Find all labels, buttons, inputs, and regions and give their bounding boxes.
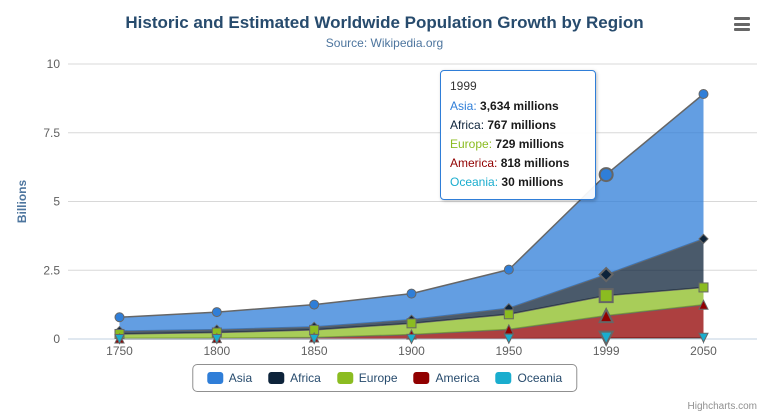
y-axis-label: 2.5 (43, 263, 60, 277)
point-america-1999[interactable] (598, 306, 615, 324)
x-axis-label: 1900 (398, 344, 425, 358)
x-axis-label: 1850 (301, 344, 328, 358)
legend-swatch-asia (206, 372, 223, 384)
legend-item-europe[interactable]: Europe (336, 371, 398, 385)
point-europe-2050[interactable] (698, 282, 709, 293)
point-europe-1950[interactable] (503, 309, 514, 320)
area-africa[interactable] (119, 238, 704, 334)
legend-swatch-africa (268, 372, 285, 384)
point-africa-1999[interactable] (598, 266, 615, 283)
point-america-2050[interactable] (698, 299, 709, 310)
x-axis-label: 1999 (593, 344, 620, 358)
credits-link[interactable]: Highcharts.com (687, 401, 757, 412)
legend-label: Oceania (517, 371, 563, 385)
point-asia-1999[interactable] (598, 167, 614, 183)
x-axis-label: 1800 (203, 344, 230, 358)
hamburger-icon (734, 28, 750, 31)
legend-label: Africa (290, 371, 321, 385)
y-axis-label: 10 (47, 57, 61, 71)
point-oceania-1750[interactable] (114, 333, 125, 345)
point-asia-1850[interactable] (309, 299, 320, 310)
hamburger-icon (734, 17, 750, 20)
point-oceania-2050[interactable] (698, 332, 709, 344)
point-europe-1900[interactable] (406, 318, 417, 329)
export-menu-button[interactable] (731, 15, 753, 33)
y-axis-label: 5 (53, 195, 60, 209)
point-asia-2050[interactable] (698, 89, 709, 100)
point-oceania-1999[interactable] (598, 330, 615, 347)
point-europe-1999[interactable] (598, 288, 614, 304)
point-oceania-1850[interactable] (308, 333, 320, 345)
legend-swatch-europe (336, 372, 353, 384)
legend-label: America (435, 371, 480, 385)
point-oceania-1950[interactable] (503, 333, 515, 345)
chart-subtitle: Source: Wikipedia.org (325, 36, 444, 50)
legend-item-america[interactable]: America (413, 371, 480, 385)
point-asia-1750[interactable] (114, 312, 125, 323)
legend: Asia Africa Europe America Oceania (191, 364, 578, 392)
point-asia-1950[interactable] (503, 264, 514, 275)
point-asia-1800[interactable] (211, 307, 222, 318)
x-axis-label: 2050 (690, 344, 717, 358)
legend-item-oceania[interactable]: Oceania (495, 371, 563, 385)
x-axis-label: 1950 (495, 344, 522, 358)
area-america[interactable] (119, 304, 704, 339)
x-axis-label: 1750 (106, 344, 133, 358)
point-oceania-1900[interactable] (406, 333, 417, 345)
legend-label: Europe (358, 371, 398, 385)
area-asia[interactable] (119, 94, 704, 332)
y-axis-label: 0 (53, 332, 60, 346)
hamburger-icon (734, 22, 750, 26)
legend-swatch-america (413, 372, 430, 384)
point-oceania-1800[interactable] (211, 333, 223, 345)
legend-swatch-oceania (495, 372, 512, 384)
legend-item-asia[interactable]: Asia (206, 371, 253, 385)
legend-label: Asia (228, 371, 253, 385)
y-axis-title: Billions (15, 180, 29, 224)
point-asia-1900[interactable] (406, 288, 417, 299)
point-africa-2050[interactable] (698, 233, 709, 245)
y-axis-label: 7.5 (43, 126, 60, 140)
legend-item-africa[interactable]: Africa (268, 371, 321, 385)
